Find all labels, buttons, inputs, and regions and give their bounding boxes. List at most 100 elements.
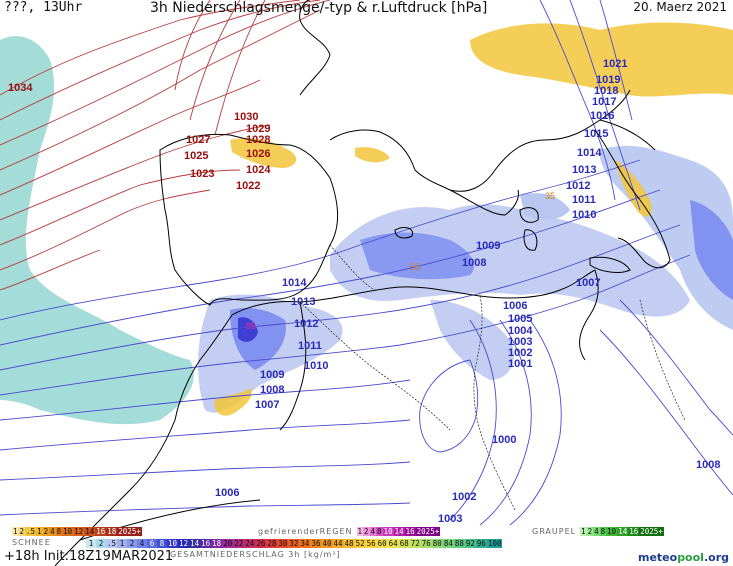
meteopool-logo[interactable]: meteopool.org xyxy=(638,551,729,564)
isobars-low xyxy=(0,0,733,526)
legend-swatch: 4 xyxy=(593,527,600,536)
snow-label-row: SCHNEE xyxy=(12,538,51,547)
isobar-label: 1002 xyxy=(508,347,532,359)
legend-swatch: 1 xyxy=(580,527,587,536)
legend-swatch: 34 xyxy=(299,539,311,548)
legend-swatch: .5 xyxy=(25,527,37,536)
graupel-legend: GRAUPEL 1 2 4 8 10 14 16 2025+ xyxy=(532,527,664,536)
yellow-precip-area xyxy=(214,22,733,416)
isobar-label: 1005 xyxy=(508,313,532,325)
snow-legend: 1 2 .5 1 2 4 8 10 12 14 16 18 2025+ xyxy=(12,527,142,536)
isobar-label: 1008 xyxy=(260,384,284,396)
legend-swatch: 8 xyxy=(376,527,383,536)
map-title: 3h Niederschlagsmenge/-typ & r.Luftdruck… xyxy=(150,0,488,16)
legend-swatch: 2 xyxy=(127,539,138,548)
legend-swatch: 28 xyxy=(266,539,278,548)
legend-swatch: 30 xyxy=(277,539,289,548)
pressure-labels-low: 1021 1019 1018 1017 1016 1015 1014 1013 … xyxy=(215,58,720,525)
isobar-label: 1026 xyxy=(246,148,270,160)
isobar-label: 1018 xyxy=(594,85,618,97)
precip-value-label: 55 xyxy=(410,262,420,272)
isobar-label: 1024 xyxy=(246,164,271,176)
legend-swatch: 80 xyxy=(431,539,443,548)
freezing-rain-legend: gefrierenderREGEN 1 2 4 8 10 14 16 2025+ xyxy=(258,527,441,536)
isobars-high xyxy=(0,0,331,291)
legend-swatch: 40 xyxy=(321,539,333,548)
isobar-label: 1011 xyxy=(298,340,322,352)
isobar-label: 1029 xyxy=(246,123,270,135)
isobar-label: 1006 xyxy=(503,300,527,312)
legend-swatch: 68 xyxy=(398,539,410,548)
isobar-label: 1007 xyxy=(255,399,279,411)
legend-swatch: 8 xyxy=(599,527,607,536)
isobar-label: 1015 xyxy=(584,128,608,140)
legend-swatch: 4 xyxy=(369,527,377,536)
isobar-label: 1013 xyxy=(572,164,596,176)
isobar-label: 1000 xyxy=(492,434,516,446)
legend-swatch: 72 xyxy=(409,539,421,548)
freezing-rain-label: gefrierenderREGEN xyxy=(258,527,353,536)
legend-swatch: 24 xyxy=(244,539,256,548)
legend-swatch: 2 xyxy=(586,527,594,536)
legend-swatch: 60 xyxy=(376,539,388,548)
isobar-label: 1004 xyxy=(508,325,533,337)
legend-swatch: 2 xyxy=(42,527,50,536)
legend-swatch: 1 xyxy=(36,527,43,536)
total-precip-legend: 1 2.5 1 2 4 6 8 10 12 14 16 18 20 22 24 26 28 30 32 34 36 40 4… xyxy=(86,539,503,548)
graupel-label: GRAUPEL xyxy=(532,527,577,536)
legend-swatch: 16 xyxy=(404,527,416,536)
isobar-label: 1021 xyxy=(603,58,627,70)
country-borders xyxy=(299,244,686,511)
isobar-label: 1014 xyxy=(282,277,307,289)
pressure-labels-high: 1034 1030 1029 1028 1027 1026 1025 1024 … xyxy=(8,82,271,192)
legend-swatch: 52 xyxy=(354,539,366,548)
isobar-label: 1010 xyxy=(304,360,328,372)
total-precip-label-row: GESAMTNIEDERSCHLAG 3h [kg/m²] xyxy=(170,550,341,559)
legend-swatch: 10 xyxy=(606,527,618,536)
snow-label: SCHNEE xyxy=(12,538,51,547)
legend-swatch: 2 xyxy=(363,527,370,536)
total-precip-label: GESAMTNIEDERSCHLAG 3h [kg/m²] xyxy=(170,550,341,559)
isobar-label: 1008 xyxy=(462,257,486,269)
isobar-label: 1009 xyxy=(260,369,284,381)
isobar-label: 1030 xyxy=(234,111,258,123)
legend-swatch: 4 xyxy=(137,539,148,548)
legend-swatch: 88 xyxy=(453,539,465,548)
logo-accent: pool xyxy=(677,551,704,564)
isobar-label: 1002 xyxy=(452,491,476,503)
isobar-label: 1011 xyxy=(572,194,596,206)
legend-swatch: 100 xyxy=(486,539,503,548)
coastlines xyxy=(54,0,671,566)
legend-swatch: 16 xyxy=(95,527,107,536)
legend-swatch: 18 xyxy=(211,539,223,548)
legend-swatch: 44 xyxy=(332,539,344,548)
legend-swatch: 1 xyxy=(117,539,128,548)
isobar-label: 1022 xyxy=(236,180,260,192)
legend-swatch: 92 xyxy=(464,539,476,548)
isobar-label: 1009 xyxy=(476,240,500,252)
isobar-label: 1003 xyxy=(438,513,462,525)
precip-value-label: 89 xyxy=(246,321,256,331)
snow-area xyxy=(0,36,194,425)
model-run-info: +18h Init:18Z19MAR2021 xyxy=(4,549,174,564)
isobar-label: 1008 xyxy=(696,459,720,471)
legend-swatch: 64 xyxy=(387,539,399,548)
isobar-label: 1012 xyxy=(566,180,590,192)
isobar-label: 1010 xyxy=(572,209,596,221)
isobar-label: 1023 xyxy=(190,168,214,180)
isobar-label: 1017 xyxy=(592,96,616,108)
legend-swatch: 36 xyxy=(310,539,322,548)
legend-swatch: 2025+ xyxy=(639,527,664,536)
legend-swatch: 32 xyxy=(288,539,300,548)
isobar-label: 1006 xyxy=(215,487,239,499)
isobar-label: 1013 xyxy=(291,296,315,308)
rain-area xyxy=(198,145,733,413)
legend-swatch: 14 xyxy=(189,539,201,548)
legend-swatch: 2025+ xyxy=(117,527,142,536)
legend-swatch: 12 xyxy=(73,527,85,536)
isobar-label: 1028 xyxy=(246,134,270,146)
legend-swatch: 1 xyxy=(86,539,96,548)
legend-swatch: 14 xyxy=(84,527,96,536)
legend-swatch: 1 xyxy=(356,527,364,536)
